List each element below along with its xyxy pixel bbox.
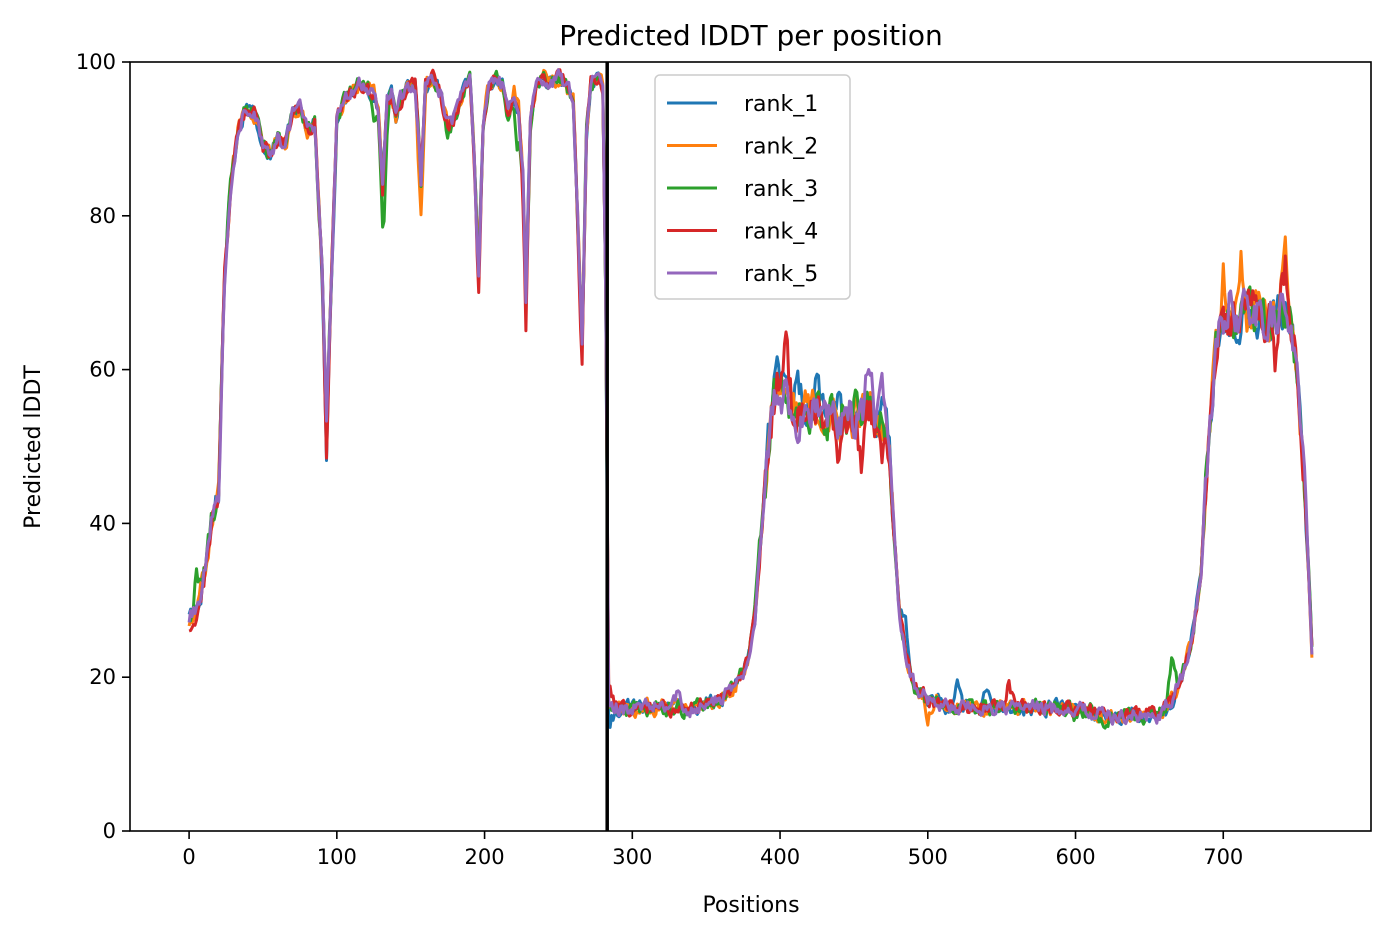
x-tick-label: 600 <box>1055 845 1095 869</box>
legend-label-rank_1: rank_1 <box>744 92 818 117</box>
x-axis-ticks: 0 100 200 300 400 500 600 700 <box>182 831 1243 869</box>
x-tick-label: 0 <box>182 845 195 869</box>
plot-frame <box>129 61 1372 832</box>
y-tick-label: 60 <box>89 358 116 382</box>
x-axis-label: Positions <box>702 893 799 918</box>
y-tick-label: 80 <box>89 204 116 228</box>
x-tick-label: 300 <box>612 845 652 869</box>
x-tick-label: 200 <box>465 845 505 869</box>
y-tick-label: 20 <box>89 665 116 689</box>
x-tick-label: 400 <box>760 845 800 869</box>
legend: rank_1 rank_2 rank_3 rank_4 rank_5 <box>654 74 851 300</box>
x-tick-label: 100 <box>317 845 357 869</box>
y-axis-ticks: 0 20 40 60 80 100 <box>76 50 130 843</box>
x-tick-label: 500 <box>908 845 948 869</box>
legend-label-rank_5: rank_5 <box>744 262 818 287</box>
chart-title: Predicted lDDT per position <box>559 19 943 52</box>
legend-label-rank_2: rank_2 <box>744 135 818 160</box>
series-line-rank_5 <box>187 68 1314 726</box>
legend-label-rank_4: rank_4 <box>744 220 818 245</box>
y-tick-label: 100 <box>76 50 116 74</box>
x-tick-label: 700 <box>1203 845 1243 869</box>
y-axis-label: Predicted lDDT <box>21 365 46 529</box>
series-lines <box>187 68 1314 730</box>
y-tick-label: 0 <box>103 819 116 843</box>
legend-label-rank_3: rank_3 <box>744 177 818 202</box>
y-tick-label: 40 <box>89 511 116 535</box>
legend-box <box>654 74 851 300</box>
